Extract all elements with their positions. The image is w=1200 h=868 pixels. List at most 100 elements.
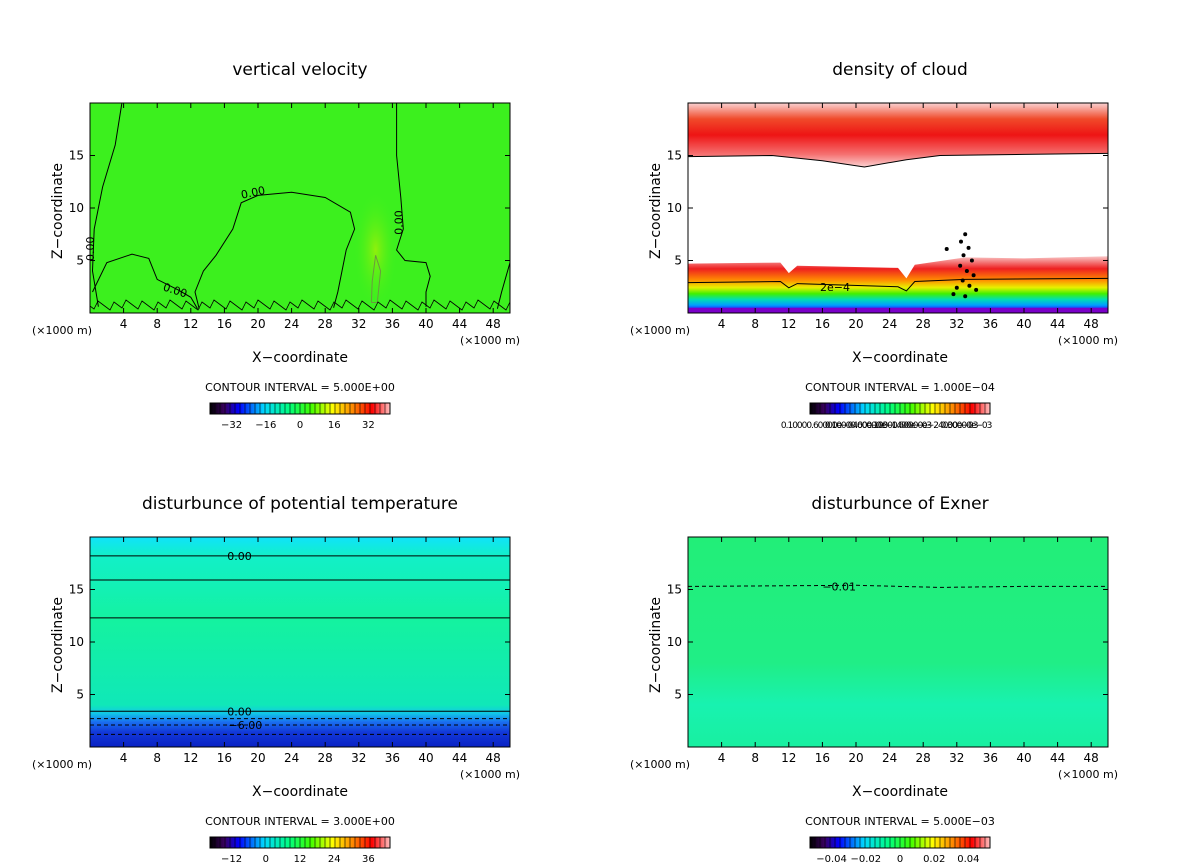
- x-axis-label: X−coordinate: [852, 350, 948, 366]
- x-tick-label: 36: [983, 317, 998, 331]
- x-axis-label: X−coordinate: [252, 350, 348, 366]
- cloud-cell-marker: [958, 263, 963, 268]
- colorbar-tick-label: −0.04: [816, 854, 847, 865]
- x-tick-label: 8: [751, 317, 759, 331]
- x-tick-label: 48: [1084, 317, 1099, 331]
- x-tick-label: 12: [781, 751, 796, 765]
- y-tick-label: 15: [69, 583, 84, 597]
- panel-title: disturbunce of Exner: [811, 494, 988, 514]
- zero-contour-line: [92, 253, 198, 310]
- x-unit-right: (×1000 m): [460, 768, 520, 781]
- x-tick-label: 32: [351, 751, 366, 765]
- colorbar-tick-label: 0.30000e−03: [941, 421, 992, 431]
- heatmap-field: [89, 102, 511, 313]
- contour-label: 2e−4: [820, 281, 850, 294]
- contour-label: 0.00: [227, 550, 252, 563]
- contour-label: 0.00: [392, 210, 405, 235]
- cloud-cell-marker: [974, 287, 979, 292]
- x-tick-label: 44: [452, 751, 467, 765]
- colorbar-tick-label: 0.10000.60000e−24000e−03: [867, 421, 978, 431]
- colorbar-tick-label: −12: [221, 854, 242, 865]
- x-tick-label: 20: [250, 317, 265, 331]
- x-tick-label: 40: [418, 317, 433, 331]
- colorbar-tick-label: 0: [297, 420, 303, 431]
- x-tick-label: 8: [751, 751, 759, 765]
- y-tick-label: 10: [69, 201, 84, 215]
- x-tick-label: 12: [183, 317, 198, 331]
- cloud-contour-2e-4: [687, 277, 1109, 292]
- colorbar-tick-label: 0: [263, 854, 269, 865]
- cloud-cell-marker: [971, 273, 976, 278]
- colorbar-tick-label: 32: [362, 420, 375, 431]
- x-unit-left: (×1000 m): [630, 758, 690, 771]
- colorbar-tick-label: 12: [294, 854, 307, 865]
- cloud-cell-marker: [966, 245, 971, 250]
- x-tick-label: 16: [217, 751, 232, 765]
- x-tick-label: 36: [385, 317, 400, 331]
- x-axis-label: X−coordinate: [852, 784, 948, 800]
- x-tick-label: 28: [916, 751, 931, 765]
- surface-layer: [688, 307, 1108, 313]
- y-axis-label: Z−coordinate: [50, 597, 66, 693]
- x-unit-right: (×1000 m): [1058, 768, 1118, 781]
- cloud-cell-marker: [964, 269, 969, 273]
- colorbar: −12 0 12 24 36: [209, 836, 391, 865]
- x-unit-left: (×1000 m): [32, 324, 92, 337]
- x-axis-label: X−coordinate: [252, 784, 348, 800]
- y-tick-label: 5: [674, 254, 682, 268]
- x-tick-label: 44: [1050, 317, 1065, 331]
- colorbar-tick-label: 24: [328, 854, 341, 865]
- panel-title: vertical velocity: [232, 60, 367, 80]
- x-unit-right: (×1000 m): [1058, 334, 1118, 347]
- x-tick-label: 16: [815, 317, 830, 331]
- lower-cloud-layer: [688, 256, 1108, 313]
- x-tick-label: 40: [1016, 317, 1031, 331]
- x-tick-label: 24: [882, 751, 897, 765]
- cloud-cell-marker: [967, 283, 972, 288]
- heatmap-field: [90, 537, 510, 747]
- colorbar: −32 −16 0 16 32: [209, 402, 391, 431]
- exner-contour-line: [687, 584, 1108, 588]
- x-tick-label: 32: [949, 751, 964, 765]
- zero-contour-line: [396, 103, 431, 307]
- y-axis-label: Z−coordinate: [648, 163, 664, 259]
- x-tick-label: 12: [183, 751, 198, 765]
- cloud-cell-marker: [960, 278, 965, 283]
- panel-title: disturbunce of potential temperature: [142, 494, 458, 514]
- x-tick-label: 48: [486, 317, 501, 331]
- x-tick-label: 24: [882, 317, 897, 331]
- colorbar: −0.04 −0.02 0 0.02 0.04: [809, 836, 991, 865]
- x-tick-label: 44: [1050, 751, 1065, 765]
- contour-label: 0.00: [240, 184, 267, 202]
- y-tick-label: 10: [69, 635, 84, 649]
- cloud-cell-marker: [951, 292, 956, 297]
- zero-contour-line: [91, 102, 123, 307]
- upper-cloud-layer: [688, 103, 1108, 167]
- contour-label: −0.01: [822, 580, 856, 593]
- y-axis-label: Z−coordinate: [50, 163, 66, 259]
- x-tick-label: 24: [284, 751, 299, 765]
- x-tick-label: 36: [385, 751, 400, 765]
- upper-cloud-contour: [687, 152, 1109, 168]
- updraft-contour: [370, 255, 382, 303]
- x-tick-label: 16: [217, 317, 232, 331]
- x-tick-label: 28: [318, 751, 333, 765]
- colorbar-tick-label: 36: [362, 854, 375, 865]
- contour-interval-caption: CONTOUR INTERVAL = 5.000E+00: [205, 381, 395, 394]
- cloud-cell-marker: [963, 232, 968, 237]
- x-tick-label: 20: [250, 751, 265, 765]
- surface-contour-noise: [89, 299, 511, 311]
- field-background: [688, 537, 1108, 747]
- colorbar-tick-label: 0.04: [957, 854, 979, 865]
- x-tick-label: 24: [284, 317, 299, 331]
- x-tick-label: 28: [916, 317, 931, 331]
- colorbar-tick-label: 0.10000.60000e−0400e−03: [781, 421, 887, 431]
- x-tick-label: 8: [153, 751, 161, 765]
- colorbar-tick-label: −0.02: [850, 854, 881, 865]
- cloud-cell-marker: [961, 253, 966, 258]
- x-tick-label: 32: [351, 317, 366, 331]
